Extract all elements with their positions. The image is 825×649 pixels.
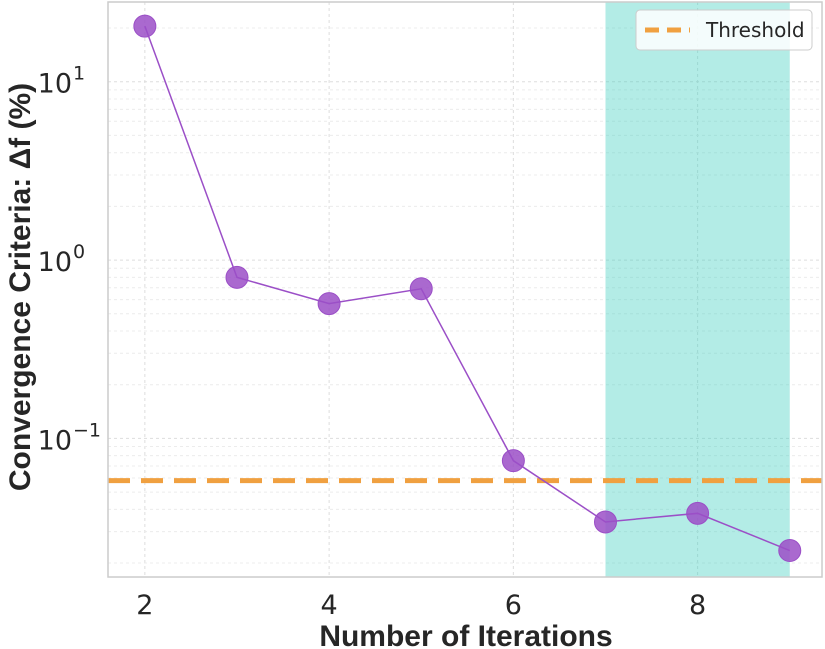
axes (107, 1, 823, 578)
data-point (317, 292, 341, 316)
x-axis-label: Number of Iterations (319, 620, 612, 649)
x-tick-labels: 2 4 6 8 (136, 590, 706, 621)
y-tick-exponent: −1 (73, 419, 101, 441)
data-point (778, 539, 802, 563)
x-tick-label: 2 (136, 590, 153, 621)
y-tick-base: 10 (38, 425, 72, 456)
legend: Threshold (635, 9, 813, 51)
plot-frame (107, 1, 823, 578)
y-tick-label: 10 −1 (38, 419, 101, 456)
shaded-region (605, 2, 790, 577)
x-tick-label: 4 (321, 590, 338, 621)
y-tick-label: 10 0 (38, 241, 85, 278)
y-tick-exponent: 1 (73, 63, 85, 85)
x-tick-label: 6 (505, 590, 522, 621)
converged-region (605, 2, 790, 577)
data-point (686, 501, 710, 525)
series-line (144, 25, 791, 552)
legend-box (635, 9, 813, 51)
grid (108, 2, 822, 577)
data-point (501, 449, 525, 473)
series-group (133, 14, 802, 563)
y-tick-base: 10 (38, 69, 72, 100)
legend-threshold-label: Threshold (705, 18, 805, 42)
y-tick-label: 10 1 (38, 63, 85, 100)
y-tick-exponent: 0 (73, 241, 85, 263)
data-point (133, 14, 157, 38)
y-tick-base: 10 (38, 247, 72, 278)
data-point (593, 510, 617, 534)
y-axis-label: Convergence Criteria: Δf (%) (4, 83, 37, 491)
data-point (409, 277, 433, 301)
x-tick-label: 8 (689, 590, 706, 621)
data-point (225, 265, 249, 289)
